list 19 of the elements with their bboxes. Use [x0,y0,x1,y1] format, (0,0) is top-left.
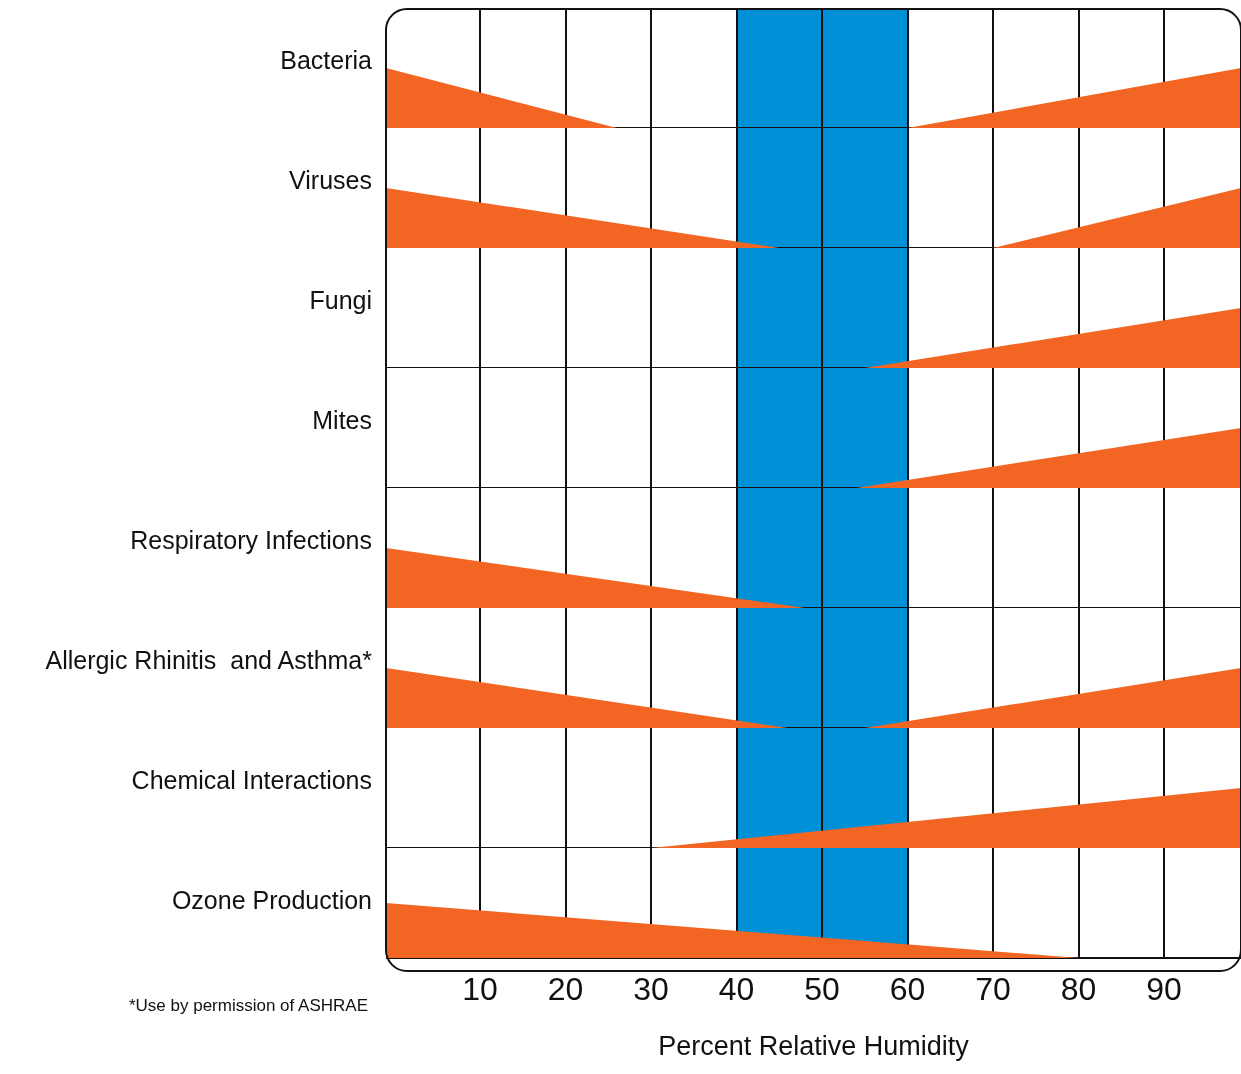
x-tick-label: 60 [889,971,926,1008]
x-tick-label: 90 [1146,971,1182,1008]
y-axis-title: Chemical Interactions [130,765,372,795]
y-axis-title: Allergic Rhinitis and Asthma* [44,645,372,675]
x-tick-label: 30 [633,971,669,1008]
y-axis-title: Bacteria [279,45,372,75]
y-axis-title: Viruses [288,165,372,195]
x-axis-title: Percent Relative Humidity [658,1031,970,1062]
x-tick-label: 70 [975,971,1011,1008]
y-axis-title: Respiratory Infections [129,525,372,555]
x-tick-label: 20 [547,971,584,1008]
text: *Use by permission of ASHRAE [127,996,368,1016]
x-tick-label: 80 [1060,971,1097,1008]
y-axis-title: Fungi [308,285,372,315]
x-tick-label: 50 [804,971,840,1008]
x-tick-label: 40 [718,971,755,1008]
x-tick-label: 10 [462,971,498,1008]
y-axis-title: Ozone Production [170,885,372,915]
y-axis-title: Mites [311,405,372,435]
